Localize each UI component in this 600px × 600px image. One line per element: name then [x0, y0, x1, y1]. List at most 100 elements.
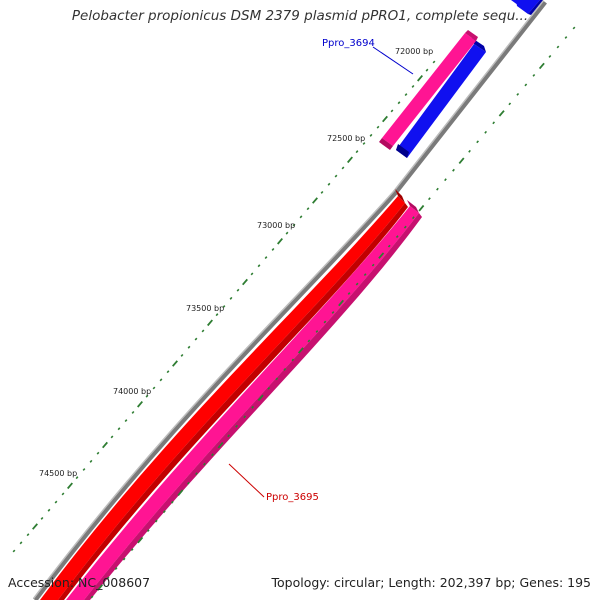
scale-tick-inner-12 — [347, 156, 353, 164]
gene-label-ppro-3695[interactable]: Ppro_3695 — [266, 492, 319, 503]
scale-tick-outer-7 — [516, 92, 520, 96]
scale-tick-outer-21 — [403, 225, 407, 229]
scale-tick-inner-19 — [299, 215, 303, 219]
gene-ppro-3694[interactable] — [379, 30, 478, 150]
scale-tick-inner-5 — [397, 101, 401, 105]
scale-tick-outer-35 — [291, 358, 295, 362]
scale-tick-outer-29 — [338, 299, 344, 307]
scale-tick-outer-45 — [211, 453, 214, 457]
scale-tick-outer-12 — [476, 140, 479, 144]
scale-tick-outer-51 — [162, 510, 166, 514]
scale-tick-inner-8 — [376, 125, 380, 129]
scale-tick-outer-41 — [243, 415, 247, 419]
scale-tick-outer-60 — [90, 595, 94, 599]
scale-tick-inner-36 — [180, 353, 184, 357]
gene-label-ppro-3694[interactable]: Ppro_3694 — [322, 38, 375, 49]
scale-tick-inner-2 — [417, 75, 423, 82]
gene-red-lower[interactable] — [40, 189, 408, 600]
scale-tick-outer-37 — [275, 377, 279, 381]
tick-label-74000: 74000 bp — [113, 387, 151, 396]
scale-tick-inner-51 — [75, 476, 79, 480]
scale-tick-outer-55 — [130, 548, 134, 552]
scale-tick-outer-25 — [371, 263, 375, 267]
scale-tick-outer-20 — [411, 216, 415, 220]
scale-tick-outer-14 — [458, 157, 465, 164]
tick-label-73500: 73500 bp — [186, 304, 224, 313]
scale-tick-inner-28 — [236, 288, 240, 292]
scale-tick-inner-58 — [26, 533, 30, 537]
scale-tick-outer-40 — [251, 405, 255, 409]
scale-tick-outer-28 — [347, 292, 351, 295]
scale-tick-inner-40 — [152, 386, 156, 390]
scale-tick-outer-10 — [492, 121, 496, 125]
scale-tick-inner-52 — [67, 482, 73, 490]
scale-tick-inner-55 — [47, 508, 51, 512]
scale-tick-outer-6 — [524, 83, 528, 87]
scale-tick-inner-24 — [264, 256, 268, 260]
scale-tick-inner-46 — [110, 435, 114, 439]
tick-label-72500: 72500 bp — [327, 134, 365, 143]
backbone-arc — [33, 0, 547, 600]
scale-tick-outer-56 — [122, 557, 126, 561]
scale-tick-inner-54 — [54, 500, 58, 504]
scale-tick-inner-42 — [137, 401, 143, 408]
scale-tick-outer-57 — [114, 567, 118, 571]
scale-tick-outer-38 — [267, 386, 271, 390]
scale-tick-inner-15 — [327, 182, 331, 186]
scale-tick-inner-49 — [89, 459, 93, 463]
tick-label-72000: 72000 bp — [395, 47, 433, 56]
scale-tick-outer-44 — [217, 442, 224, 449]
scale-tick-outer-0 — [572, 26, 576, 30]
scale-tick-inner-10 — [362, 142, 366, 145]
scale-tick-inner-3 — [411, 84, 415, 88]
scale-tick-outer-43 — [227, 434, 230, 438]
scale-tick-outer-9 — [498, 110, 505, 117]
scale-tick-outer-22 — [395, 235, 399, 239]
scale-tick-outer-23 — [387, 244, 391, 248]
gene-fragment-top-right[interactable] — [511, 0, 543, 15]
scale-tick-outer-36 — [283, 367, 287, 371]
scale-tick-inner-23 — [271, 247, 275, 251]
scale-tick-outer-53 — [146, 529, 150, 533]
scale-tick-inner-35 — [187, 345, 191, 349]
scale-tick-inner-34 — [194, 337, 198, 341]
scale-tick-outer-33 — [307, 339, 311, 343]
scale-tick-outer-27 — [355, 282, 359, 286]
scale-tick-inner-43 — [131, 410, 135, 414]
tick-label-74500: 74500 bp — [39, 469, 77, 478]
scale-tick-inner-39 — [159, 378, 163, 382]
scale-tick-inner-47 — [102, 441, 108, 449]
scale-tick-inner-60 — [12, 549, 16, 553]
scale-tick-inner-57 — [32, 523, 38, 530]
scale-tick-outer-49 — [177, 489, 184, 496]
scale-tick-inner-27 — [242, 278, 248, 286]
tick-label-73000: 73000 bp — [257, 221, 295, 230]
scale-tick-outer-26 — [363, 273, 367, 277]
scale-tick-inner-48 — [96, 451, 100, 455]
gene-ppro-3695[interactable] — [66, 200, 422, 600]
scale-tick-inner-17 — [312, 197, 318, 204]
scale-tick-inner-9 — [369, 133, 373, 137]
scale-tick-inner-37 — [172, 360, 178, 367]
scale-tick-outer-47 — [195, 472, 198, 476]
scale-tick-inner-59 — [19, 541, 23, 545]
scale-tick-inner-26 — [250, 272, 254, 276]
scale-tick-inner-31 — [215, 313, 219, 317]
scale-tick-inner-20 — [292, 223, 296, 227]
scale-tick-inner-45 — [117, 427, 121, 431]
scale-tick-outer-16 — [444, 178, 447, 182]
scale-tick-outer-13 — [468, 149, 471, 153]
scale-tick-inner-53 — [61, 492, 65, 496]
scale-tick-outer-34 — [297, 347, 304, 354]
scale-tick-outer-11 — [484, 130, 488, 134]
scale-tick-inner-16 — [320, 190, 324, 194]
scale-tick-inner-18 — [306, 207, 310, 211]
scale-tick-inner-30 — [222, 305, 226, 308]
scale-tick-outer-48 — [187, 481, 190, 485]
topology-summary: Topology: circular; Length: 202,397 bp; … — [271, 575, 592, 590]
scale-tick-inner-13 — [341, 166, 345, 170]
scale-tick-inner-29 — [229, 296, 233, 300]
scale-tick-inner-44 — [124, 419, 128, 423]
scale-tick-inner-14 — [334, 174, 338, 178]
